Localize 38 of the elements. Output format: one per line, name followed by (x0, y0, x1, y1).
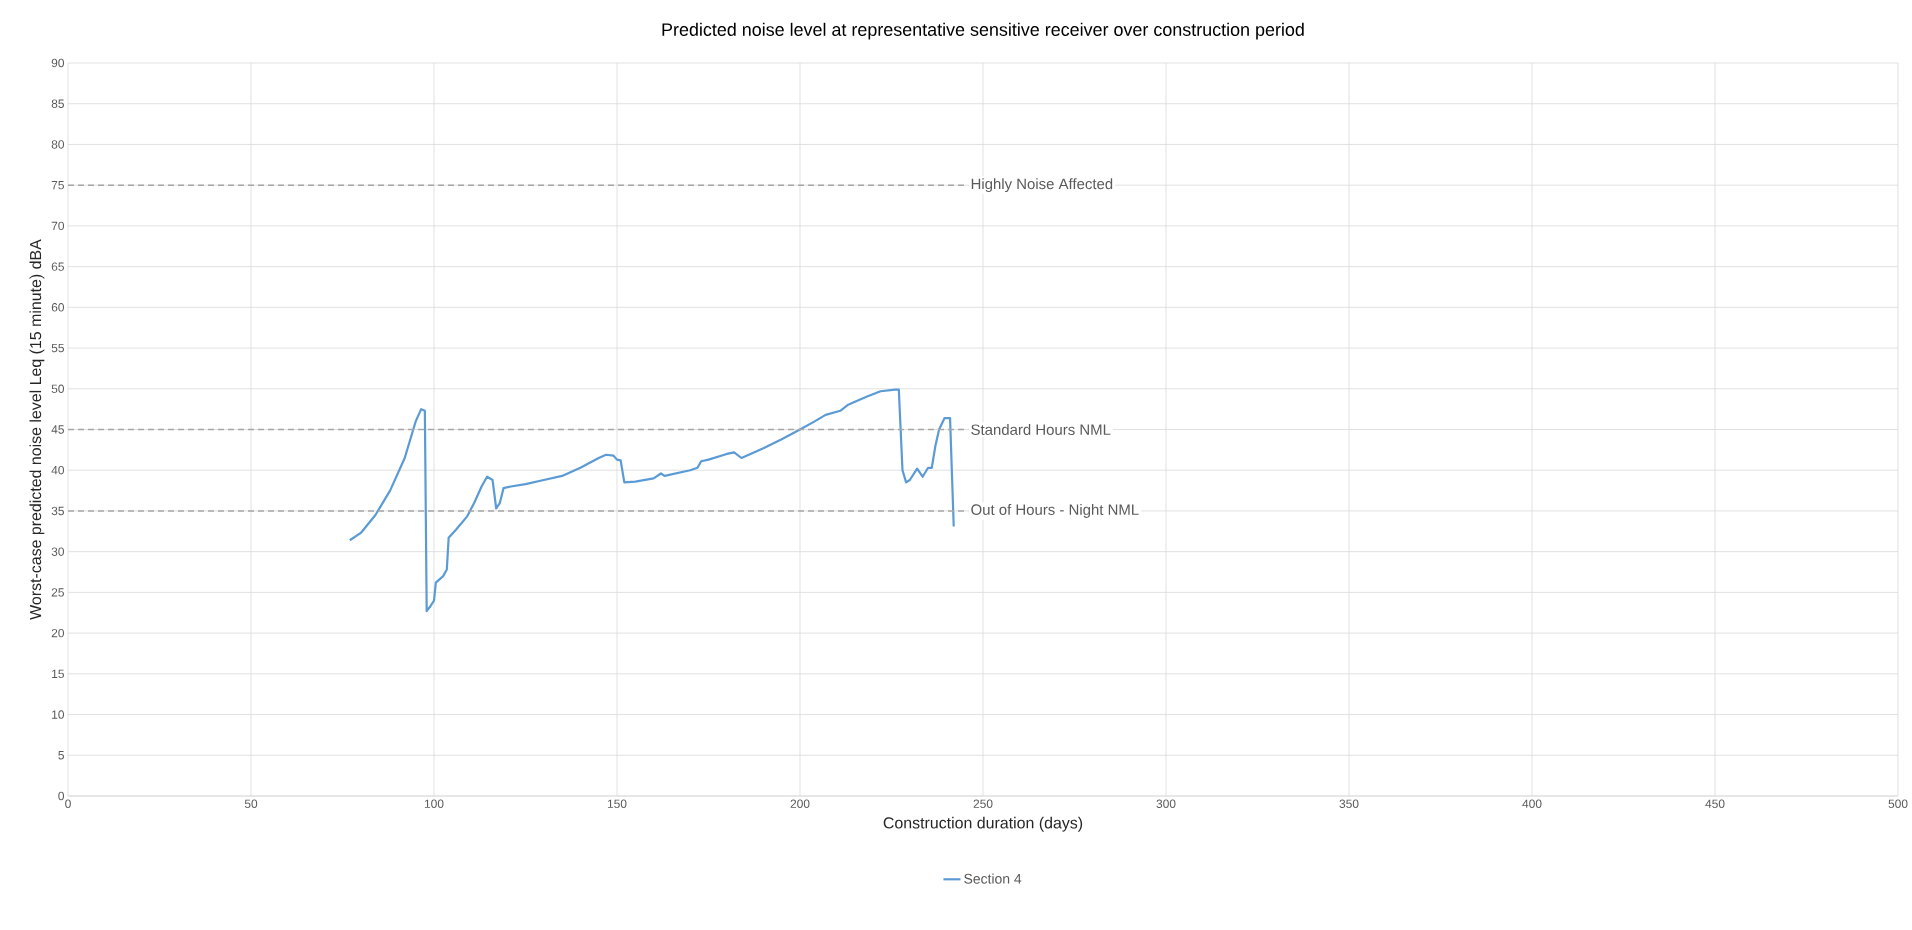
y-axis-title: Worst-case predicted noise level Leq (15 minute) dBA (29, 239, 45, 620)
ref-line-label: Out of Hours - Night NML (971, 503, 1139, 518)
ref-line-label: Standard Hours NML (971, 424, 1111, 435)
y-tick-label: 15 (52, 669, 64, 678)
y-tick-label: 0 (58, 791, 65, 801)
y-tick-label: 10 (52, 710, 65, 719)
y-tick-label: 20 (51, 628, 65, 638)
y-tick-label: 85 (51, 99, 64, 108)
x-axis-title: Construction duration (days) (883, 816, 1083, 832)
y-tick-label: 30 (51, 547, 65, 556)
ref-line-label: Highly Noise Affected (971, 178, 1113, 193)
y-tick-label: 5 (58, 751, 64, 760)
y-tick-label: 75 (51, 181, 64, 190)
x-tick-label: 500 (1888, 799, 1908, 808)
y-tick-label: 60 (51, 303, 65, 312)
x-tick-label: 400 (1522, 799, 1542, 808)
y-tick-label: 40 (51, 465, 65, 475)
y-tick-label: 80 (51, 140, 65, 149)
x-tick-label: 450 (1705, 799, 1725, 808)
x-tick-label: 350 (1339, 799, 1359, 808)
y-tick-label: 90 (51, 58, 65, 68)
legend-label: Section 4 (964, 873, 1022, 884)
y-tick-label: 70 (51, 221, 65, 231)
x-tick-label: 0 (65, 799, 71, 808)
x-tick-label: 50 (244, 799, 258, 808)
line-series (348, 388, 955, 613)
x-tick-label: 250 (973, 799, 993, 808)
y-tick-label: 55 (51, 343, 64, 353)
x-tick-label: 100 (424, 799, 444, 808)
y-tick-label: 35 (51, 506, 64, 516)
y-tick-label: 45 (51, 425, 64, 434)
x-tick-label: 300 (1156, 799, 1176, 808)
y-tick-label: 25 (51, 588, 64, 597)
x-tick-label: 200 (790, 799, 810, 808)
y-tick-label: 65 (51, 262, 64, 271)
chart-title: Predicted noise level at representative sensitive receiver over construction period (662, 22, 1304, 40)
x-tick-label: 150 (607, 799, 627, 808)
y-tick-label: 50 (51, 384, 65, 393)
